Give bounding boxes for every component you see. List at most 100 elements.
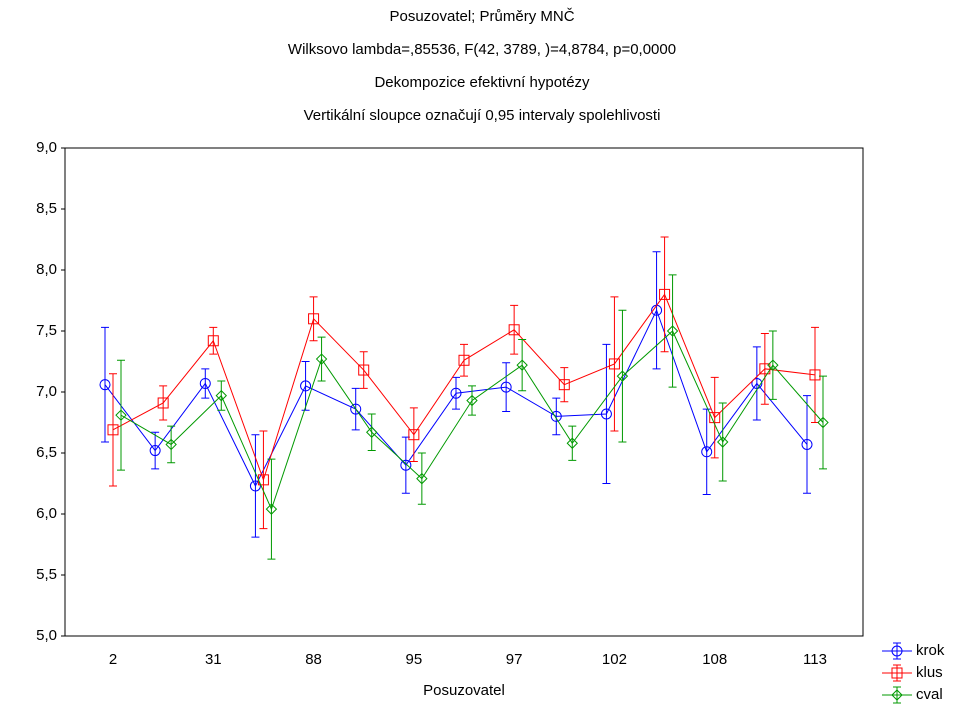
marker [508, 324, 520, 336]
y-tick-label: 7,5 [36, 322, 57, 339]
error-bar [452, 376, 460, 410]
error-bar [702, 408, 711, 495]
marker [466, 394, 478, 407]
error-bar [610, 296, 619, 432]
marker [107, 424, 119, 436]
error-bar [468, 385, 476, 416]
x-tick-label: 102 [602, 651, 627, 668]
marker [350, 403, 362, 415]
y-tick-label: 5,5 [36, 566, 57, 583]
error-bar [117, 359, 125, 471]
marker [891, 689, 903, 701]
error-bar [668, 274, 677, 388]
error-bar [159, 385, 168, 421]
series [99, 251, 813, 538]
chart-subtitle: Vertikální sloupce označují 0,95 interva… [304, 107, 661, 124]
error-bar [217, 380, 226, 411]
marker [616, 370, 629, 382]
x-tick-label: 88 [305, 651, 322, 668]
x-tick-label: 31 [205, 651, 222, 668]
error-bar [803, 395, 811, 494]
marker [99, 379, 111, 391]
error-bar [510, 304, 519, 355]
error-bar [359, 351, 368, 389]
marker [809, 369, 821, 381]
marker [199, 377, 211, 389]
marker [817, 416, 829, 429]
marker [215, 389, 227, 402]
error-bar [560, 367, 569, 403]
error-bar [460, 343, 468, 377]
error-bar [409, 407, 418, 463]
marker [408, 429, 420, 441]
marker [149, 445, 161, 457]
marker [500, 381, 512, 393]
marker [600, 408, 612, 420]
legend-label: klus [916, 664, 943, 681]
error-bar [552, 397, 561, 436]
marker [550, 410, 562, 422]
y-tick-label: 6,0 [36, 505, 57, 522]
error-bar [718, 402, 727, 482]
error-bar [251, 434, 260, 538]
marker [416, 472, 428, 485]
x-tick-label: 97 [506, 651, 523, 668]
marker [767, 359, 779, 371]
series-line [120, 330, 824, 511]
error-bar [309, 296, 318, 342]
error-bar [209, 326, 218, 355]
x-tick-label: 113 [803, 651, 827, 668]
error-bar [201, 368, 210, 399]
chart-subtitle: Dekompozice efektivní hypotézy [374, 74, 590, 91]
error-bar [367, 413, 376, 452]
marker [891, 667, 903, 679]
marker [300, 380, 312, 392]
series [107, 236, 821, 530]
error-bar [502, 362, 511, 413]
error-bar [518, 339, 527, 392]
marker [265, 503, 278, 515]
marker [157, 397, 169, 409]
error-bar [568, 425, 577, 461]
x-tick-label: 108 [702, 651, 727, 668]
legend-label: cval [916, 686, 943, 703]
error-bar [267, 458, 276, 560]
legend-label: krok [916, 642, 945, 659]
marker [717, 436, 729, 448]
marker [458, 354, 470, 366]
series [115, 274, 829, 560]
marker [891, 645, 903, 657]
error-bar [417, 452, 426, 505]
marker [759, 363, 771, 375]
marker [358, 364, 370, 376]
error-bar [760, 332, 769, 405]
marker [115, 409, 127, 421]
error-bar [618, 309, 627, 443]
marker [400, 459, 412, 471]
marker [608, 358, 620, 370]
marker [450, 387, 462, 399]
marker [709, 412, 721, 424]
error-bar [109, 373, 117, 487]
y-tick-label: 8,5 [36, 200, 57, 217]
error-bar [151, 431, 160, 470]
marker [558, 379, 570, 391]
error-bar [652, 251, 661, 370]
error-bar [768, 330, 777, 400]
y-tick-label: 8,0 [36, 261, 57, 278]
marker [751, 377, 763, 389]
error-bar [401, 436, 410, 494]
marker [207, 335, 219, 347]
error-bar [660, 236, 669, 353]
error-bar [101, 326, 109, 443]
marker [366, 426, 378, 438]
marker [249, 480, 261, 492]
marker [666, 325, 679, 337]
error-bar [752, 346, 761, 421]
marker [801, 438, 813, 450]
error-bar [710, 376, 719, 459]
x-axis-title: Posuzovatel [423, 682, 505, 699]
series-line [112, 293, 816, 482]
error-bar [301, 361, 310, 411]
marker [308, 313, 320, 325]
